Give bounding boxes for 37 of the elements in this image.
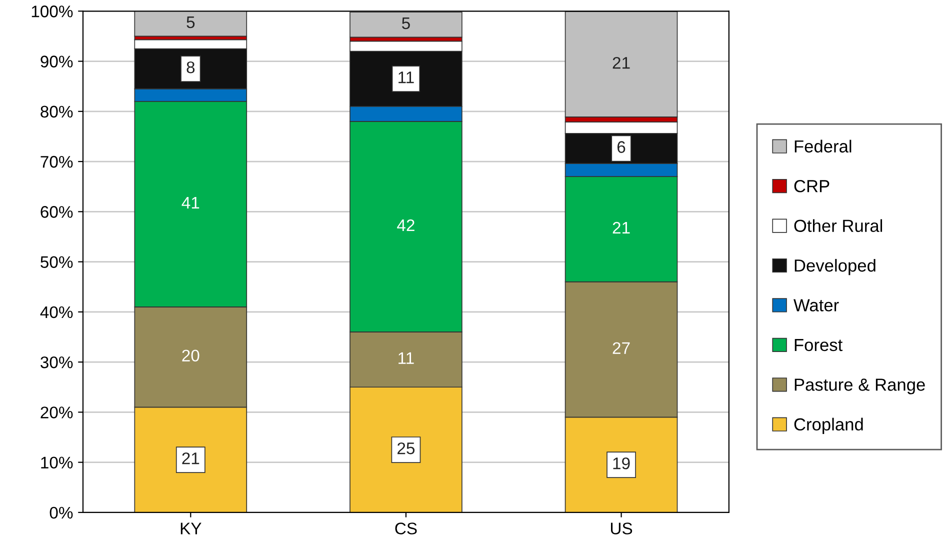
legend-label: Cropland [794, 418, 863, 434]
y-tick-label: 40% [40, 306, 73, 318]
legend-label: Other Rural [794, 219, 882, 232]
data-label: 21 [612, 222, 630, 234]
data-label: 42 [397, 219, 414, 232]
y-tick-label: 90% [40, 56, 73, 68]
data-label: 8 [186, 61, 195, 74]
data-label: 41 [182, 196, 200, 208]
y-tick-label: 10% [41, 456, 73, 469]
y-tick-label: 80% [40, 106, 73, 118]
y-tick-label: 20% [40, 406, 73, 418]
data-label: 11 [398, 72, 414, 84]
x-tick-label: US [610, 522, 632, 534]
data-label: 20 [182, 350, 200, 362]
y-tick-label: 50% [40, 256, 73, 268]
legend-label: Water [794, 299, 839, 312]
data-label: 6 [617, 141, 626, 153]
legend-label: Pasture & Range [794, 378, 925, 394]
y-tick-label: 60% [40, 206, 73, 218]
data-label: 27 [612, 342, 630, 354]
data-label: 5 [402, 18, 410, 30]
y-tick-label: 30% [40, 356, 73, 368]
data-label: 21 [182, 452, 200, 464]
data-label: 5 [186, 16, 195, 28]
y-tick-label: 0% [50, 506, 73, 519]
data-label: 21 [612, 56, 630, 69]
x-tick-label: CS [395, 522, 417, 534]
legend-label: Developed [794, 258, 876, 276]
y-tick-label: 100% [32, 6, 73, 18]
legend-label: Forest [794, 339, 843, 352]
x-tick-label: KY [180, 522, 202, 534]
legend-label: Federal [794, 140, 852, 153]
data-label: 19 [613, 457, 630, 470]
y-tick-label: 70% [40, 156, 73, 168]
data-label: 25 [398, 442, 415, 454]
data-label: 11 [398, 352, 414, 364]
legend-label: CRP [794, 180, 830, 192]
